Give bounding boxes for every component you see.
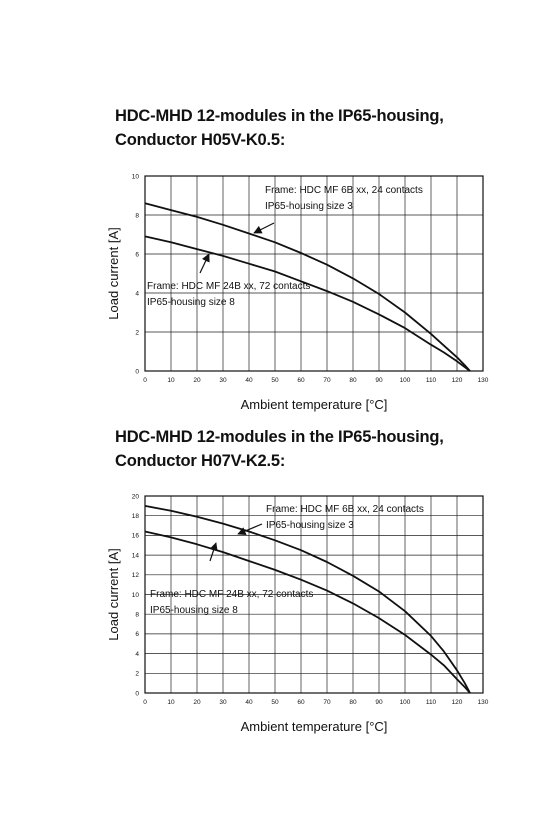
chart-2-title: HDC-MHD 12-modules in the IP65-housing,: [115, 428, 444, 446]
annotation-text: IP65-housing size 3: [265, 201, 353, 212]
annotation-text: IP65-housing size 8: [147, 297, 235, 308]
x-tick-label: 130: [478, 699, 489, 706]
plot-frame: [144, 175, 484, 372]
series-line-2: [144, 235, 471, 372]
x-tick-label: 110: [426, 699, 437, 706]
annotation-arrow: [199, 253, 210, 274]
annotation-text: Frame: HDC MF 6B xx, 24 contacts: [266, 504, 424, 515]
x-tick-label: 90: [375, 377, 383, 384]
x-tick-label: 40: [245, 377, 253, 384]
y-tick-label: 6: [135, 631, 139, 638]
y-tick-label: 4: [135, 290, 139, 297]
x-tick-label: 30: [219, 377, 227, 384]
x-tick-label: 70: [323, 699, 331, 706]
annotation-text: IP65-housing size 3: [266, 520, 354, 531]
y-tick-label: 10: [132, 592, 140, 599]
x-axis-label: Ambient temperature [°C]: [241, 397, 388, 412]
x-tick-label: 80: [349, 699, 357, 706]
y-tick-label: 18: [132, 513, 140, 520]
y-tick-label: 6: [135, 251, 139, 258]
chart-1-title-block: HDC-MHD 12-modules in the IP65-housing, …: [115, 104, 444, 152]
x-tick-label: 100: [400, 699, 411, 706]
y-tick-label: 0: [135, 690, 139, 697]
x-tick-label: 110: [426, 377, 437, 384]
annotation-arrow: [237, 523, 263, 535]
y-axis-label: Load current [A]: [106, 548, 121, 641]
y-tick-label: 8: [135, 612, 139, 619]
x-tick-label: 120: [452, 377, 463, 384]
y-tick-label: 20: [132, 493, 140, 500]
x-tick-label: 60: [297, 377, 305, 384]
x-tick-label: 100: [400, 377, 411, 384]
annotation-text: Frame: HDC MF 24B xx, 72 contacts: [150, 589, 313, 600]
x-tick-label: 0: [143, 699, 147, 706]
annotation-arrow: [209, 542, 218, 562]
chart-2: 0 10 20 30 40 50 60 70 80 90 100 110 120 130 0 2 4 6 8 10 12…: [106, 493, 489, 734]
y-tick-label: 2: [135, 329, 139, 336]
series-line-1: [144, 505, 471, 694]
y-tick-label: 0: [135, 368, 139, 375]
x-tick-label: 50: [271, 699, 279, 706]
x-tick-label: 50: [271, 377, 279, 384]
annotation-text: Frame: HDC MF 24B xx, 72 contacts: [147, 281, 310, 292]
x-tick-label: 80: [349, 377, 357, 384]
x-tick-label: 10: [167, 699, 175, 706]
x-tick-label: 130: [478, 377, 489, 384]
y-tick-label: 10: [132, 173, 140, 180]
x-tick-label: 70: [323, 377, 331, 384]
plot-frame: [144, 495, 484, 694]
x-tick-label: 120: [452, 699, 463, 706]
series-line-1: [144, 202, 471, 372]
y-axis-label: Load current [A]: [106, 227, 121, 320]
chart-2-title-block: HDC-MHD 12-modules in the IP65-housing, …: [115, 425, 444, 473]
x-tick-label: 60: [297, 699, 305, 706]
annotation-arrow: [253, 222, 275, 234]
y-tick-label: 8: [135, 212, 139, 219]
x-tick-label: 90: [375, 699, 383, 706]
chart-1-title: HDC-MHD 12-modules in the IP65-housing,: [115, 107, 444, 125]
x-tick-label: 20: [193, 699, 201, 706]
y-tick-label: 2: [135, 671, 139, 678]
annotation-text: Frame: HDC MF 6B xx, 24 contacts: [265, 185, 423, 196]
x-tick-label: 0: [143, 377, 147, 384]
x-tick-label: 30: [219, 699, 227, 706]
x-tick-label: 10: [167, 377, 175, 384]
chart-1: 0 10 20 30 40 50 60 70 80 90 100 110 120 130 0 2 4 6 8 10 Am…: [106, 173, 489, 412]
annotation-text: IP65-housing size 8: [150, 605, 238, 616]
x-axis-label: Ambient temperature [°C]: [241, 719, 388, 734]
y-tick-label: 16: [132, 533, 140, 540]
y-tick-label: 4: [135, 651, 139, 658]
x-tick-label: 40: [245, 699, 253, 706]
chart-1-subtitle: Conductor H05V-K0.5:: [115, 131, 286, 149]
chart-2-subtitle: Conductor H07V-K2.5:: [115, 452, 286, 470]
y-tick-label: 12: [132, 572, 140, 579]
x-tick-label: 20: [193, 377, 201, 384]
y-tick-label: 14: [132, 552, 140, 559]
